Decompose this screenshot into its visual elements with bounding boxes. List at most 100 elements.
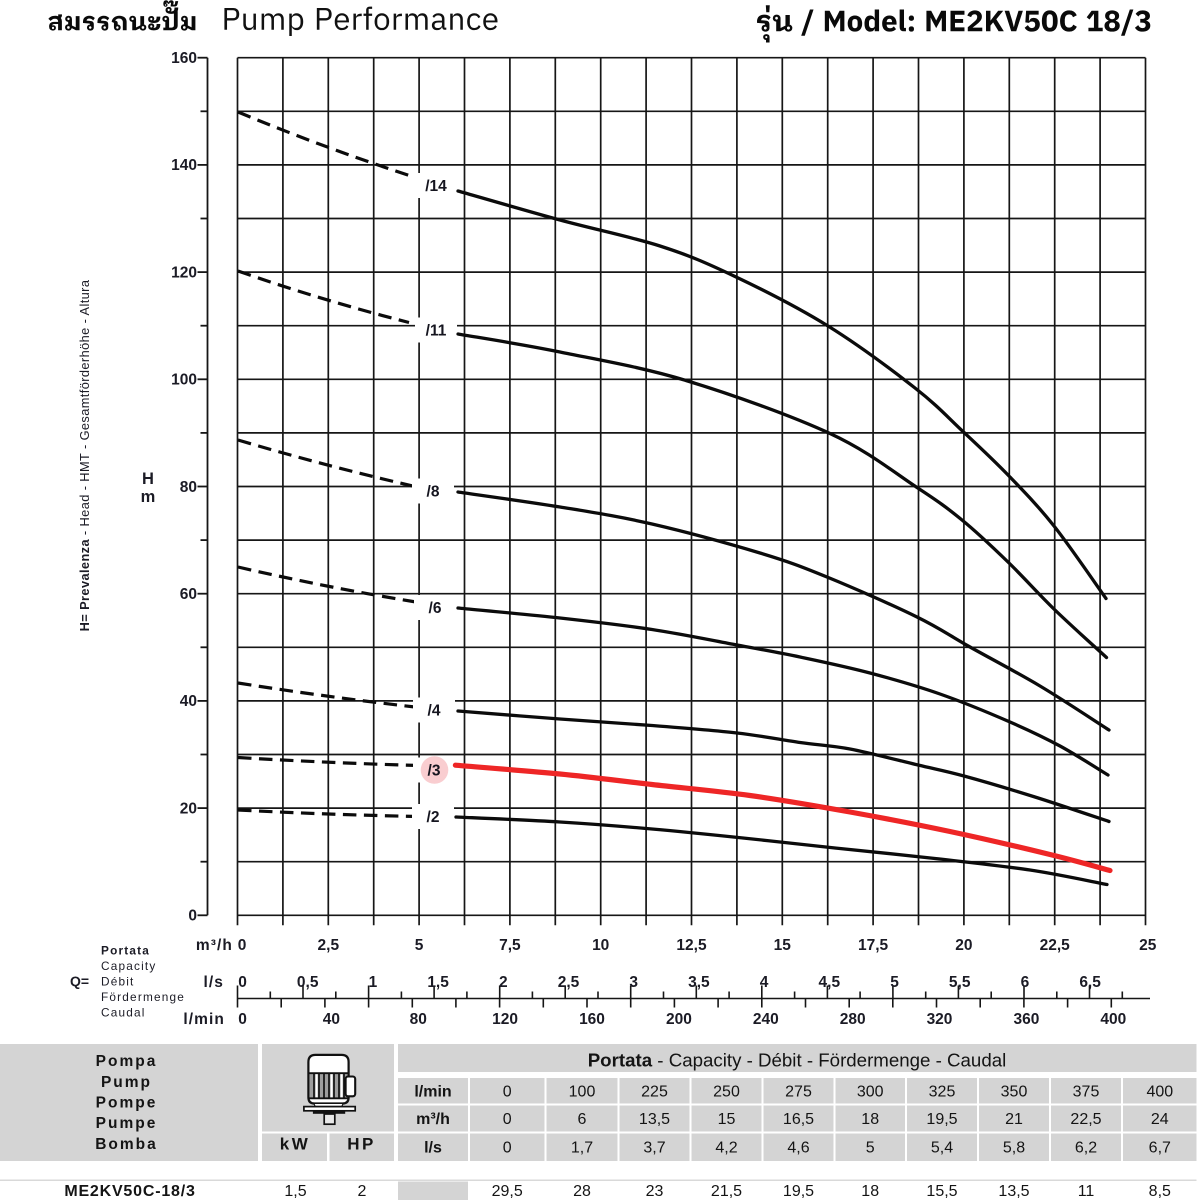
svg-text:21,5: 21,5: [711, 1183, 742, 1200]
svg-text:4,5: 4,5: [819, 974, 841, 991]
svg-text:m: m: [141, 488, 156, 506]
svg-text:140: 140: [171, 157, 197, 174]
svg-text:325: 325: [929, 1084, 956, 1101]
svg-text:1,5: 1,5: [284, 1183, 306, 1200]
svg-text:22,5: 22,5: [1040, 937, 1071, 954]
svg-text:0: 0: [238, 974, 247, 991]
svg-text:23: 23: [646, 1183, 664, 1200]
svg-text:1,7: 1,7: [571, 1140, 593, 1157]
svg-text:Pompe: Pompe: [96, 1095, 158, 1112]
svg-text:360: 360: [1013, 1011, 1039, 1028]
svg-text:0,5: 0,5: [297, 974, 319, 991]
svg-text:Portata - Capacity - Débit - F: Portata - Capacity - Débit - Fördermenge…: [588, 1050, 1007, 1071]
svg-text:5: 5: [866, 1140, 875, 1157]
svg-text:7,5: 7,5: [499, 937, 521, 954]
svg-text:8,5: 8,5: [1149, 1183, 1171, 1200]
svg-text:kW: kW: [280, 1135, 311, 1154]
svg-text:5: 5: [415, 937, 424, 954]
svg-text:40: 40: [180, 693, 197, 710]
svg-text:3,7: 3,7: [643, 1140, 665, 1157]
svg-text:20: 20: [955, 937, 972, 954]
svg-text:60: 60: [180, 586, 197, 603]
svg-text:6,5: 6,5: [1079, 974, 1101, 991]
svg-text:4: 4: [760, 974, 769, 991]
svg-text:13,5: 13,5: [998, 1183, 1029, 1200]
svg-text:4,2: 4,2: [715, 1140, 737, 1157]
svg-text:2: 2: [499, 974, 508, 991]
svg-text:20: 20: [180, 800, 197, 817]
svg-text:24: 24: [1151, 1111, 1169, 1128]
svg-text:320: 320: [927, 1011, 953, 1028]
svg-text:0: 0: [503, 1111, 512, 1128]
svg-text:400: 400: [1100, 1011, 1126, 1028]
svg-text:H: H: [142, 470, 154, 488]
svg-text:280: 280: [840, 1011, 866, 1028]
svg-text:2,5: 2,5: [318, 937, 340, 954]
svg-text:/3: /3: [428, 762, 441, 779]
svg-text:120: 120: [492, 1011, 518, 1028]
svg-text:5,8: 5,8: [1003, 1140, 1025, 1157]
svg-text:18: 18: [861, 1183, 879, 1200]
svg-text:80: 80: [180, 479, 197, 496]
svg-text:21: 21: [1005, 1111, 1023, 1128]
svg-text:Pump: Pump: [101, 1074, 152, 1091]
svg-text:/2: /2: [427, 809, 440, 826]
svg-text:ME2KV50C-18/3: ME2KV50C-18/3: [64, 1183, 195, 1200]
svg-text:0: 0: [188, 908, 197, 925]
svg-text:l/min: l/min: [414, 1084, 451, 1101]
svg-text:HP: HP: [347, 1135, 376, 1154]
svg-text:13,5: 13,5: [639, 1111, 670, 1128]
svg-text:/8: /8: [427, 483, 440, 500]
svg-text:4,6: 4,6: [787, 1140, 809, 1157]
svg-text:5,5: 5,5: [949, 974, 971, 991]
svg-text:375: 375: [1073, 1084, 1100, 1101]
svg-text:3,5: 3,5: [688, 974, 710, 991]
svg-text:40: 40: [323, 1011, 340, 1028]
svg-text:m³/h: m³/h: [416, 1111, 450, 1128]
svg-text:5,4: 5,4: [931, 1140, 953, 1157]
svg-text:0: 0: [238, 937, 247, 954]
svg-text:Portata: Portata: [101, 944, 150, 958]
svg-text:160: 160: [579, 1011, 605, 1028]
svg-text:/4: /4: [428, 702, 441, 719]
svg-text:m³/h: m³/h: [196, 937, 233, 954]
svg-text:15: 15: [774, 937, 792, 954]
svg-text:Pumpe: Pumpe: [96, 1115, 158, 1132]
svg-text:15,5: 15,5: [926, 1183, 957, 1200]
svg-text:1: 1: [369, 974, 378, 991]
svg-text:6: 6: [1021, 974, 1030, 991]
svg-text:6,7: 6,7: [1149, 1140, 1171, 1157]
svg-text:80: 80: [410, 1011, 427, 1028]
svg-text:160: 160: [171, 50, 197, 67]
svg-text:Pompa: Pompa: [96, 1053, 158, 1070]
svg-text:Fördermenge: Fördermenge: [101, 990, 185, 1004]
svg-text:6: 6: [578, 1111, 587, 1128]
svg-text:275: 275: [785, 1084, 812, 1101]
svg-text:Q=: Q=: [70, 973, 89, 989]
svg-text:2,5: 2,5: [558, 974, 580, 991]
svg-text:Débit: Débit: [101, 975, 135, 989]
svg-text:400: 400: [1146, 1084, 1173, 1101]
svg-text:0: 0: [238, 1011, 247, 1028]
svg-text:10: 10: [592, 937, 609, 954]
svg-text:300: 300: [857, 1084, 884, 1101]
svg-text:Caudal: Caudal: [101, 1006, 146, 1020]
svg-text:/11: /11: [426, 322, 447, 339]
svg-text:Bomba: Bomba: [95, 1136, 158, 1153]
svg-text:350: 350: [1001, 1084, 1028, 1101]
svg-text:11: 11: [1078, 1183, 1095, 1200]
svg-text:15: 15: [718, 1111, 736, 1128]
svg-text:3: 3: [629, 974, 638, 991]
svg-text:19,5: 19,5: [926, 1111, 957, 1128]
svg-text:18: 18: [861, 1111, 879, 1128]
svg-text:100: 100: [569, 1084, 596, 1101]
svg-text:2: 2: [358, 1183, 367, 1200]
svg-text:H= Prevalenza - Head - HMT -: H= Prevalenza - Head - HMT - Gesamtförde…: [77, 279, 92, 631]
svg-text:22,5: 22,5: [1070, 1111, 1101, 1128]
svg-text:100: 100: [171, 372, 197, 389]
svg-text:5: 5: [890, 974, 899, 991]
svg-text:/14: /14: [425, 178, 447, 195]
svg-text:0: 0: [503, 1084, 512, 1101]
svg-text:28: 28: [573, 1183, 591, 1200]
svg-text:120: 120: [171, 264, 197, 281]
